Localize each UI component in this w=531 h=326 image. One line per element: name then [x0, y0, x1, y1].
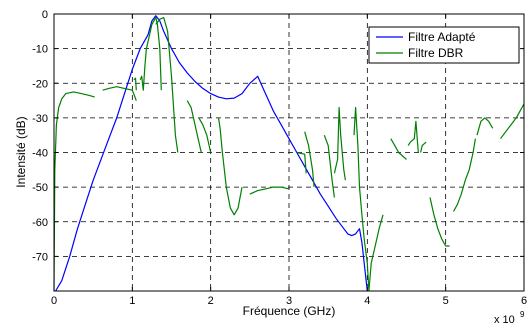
series-line-dbr	[304, 131, 315, 188]
series-line-dbr	[198, 117, 212, 153]
y-tick-label: -10	[32, 44, 48, 56]
y-tick-label: 0	[42, 9, 48, 21]
series-line-dbr	[155, 16, 179, 153]
series-line-dbr	[133, 77, 137, 91]
legend-label-adapte: Filtre Adapté	[408, 30, 476, 44]
series-group	[53, 15, 525, 292]
y-tick-label: -70	[32, 251, 48, 263]
ticks: 0 1 2 3 4 5 6 0 -10 -20 -30 -40 -50 -60 -70	[32, 9, 527, 307]
x-tick-label: 3	[286, 295, 292, 307]
series-line-dbr	[217, 117, 243, 216]
legend: Filtre Adapté Filtre DBR	[368, 26, 520, 64]
y-tick-label: -60	[32, 217, 48, 229]
series-line-adapte	[55, 15, 368, 292]
x-tick-label: 5	[443, 295, 449, 307]
series-line-dbr	[186, 100, 202, 153]
series-line-dbr	[476, 117, 494, 136]
x-tick-label: 6	[521, 295, 527, 307]
x-tick-label: 4	[364, 295, 370, 307]
series-line-dbr	[53, 91, 95, 292]
series-line-dbr	[102, 86, 137, 101]
x-multiplier-exponent: 9	[520, 310, 525, 319]
y-tick-label: -40	[32, 148, 48, 160]
series-line-dbr	[500, 103, 525, 140]
y-tick-label: -20	[32, 78, 48, 90]
series-line-dbr	[420, 141, 427, 153]
legend-box	[368, 26, 520, 64]
series-line-dbr	[323, 134, 335, 198]
series-line-dbr	[429, 197, 450, 247]
y-tick-label: -50	[32, 182, 48, 194]
series-line-dbr	[353, 106, 370, 292]
series-line-dbr	[368, 214, 384, 292]
x-axis-label: Fréquence (GHz)	[243, 304, 336, 318]
series-line-dbr	[452, 138, 476, 212]
grid	[54, 14, 524, 291]
y-tick-label: -30	[32, 113, 48, 125]
legend-label-dbr: Filtre DBR	[408, 46, 464, 60]
x-tick-label: 2	[208, 295, 214, 307]
series-line-dbr	[407, 120, 419, 153]
series-line-dbr	[139, 16, 162, 91]
series-line-dbr	[390, 138, 407, 160]
series-line-dbr	[333, 106, 346, 181]
x-tick-label: 0	[51, 295, 57, 307]
x-multiplier-label: x 10	[494, 314, 515, 326]
x-tick-label: 1	[129, 295, 135, 307]
series-line-dbr	[249, 186, 290, 195]
y-axis-label: Intensité (dB)	[14, 116, 28, 187]
series-line-dbr	[296, 151, 307, 174]
